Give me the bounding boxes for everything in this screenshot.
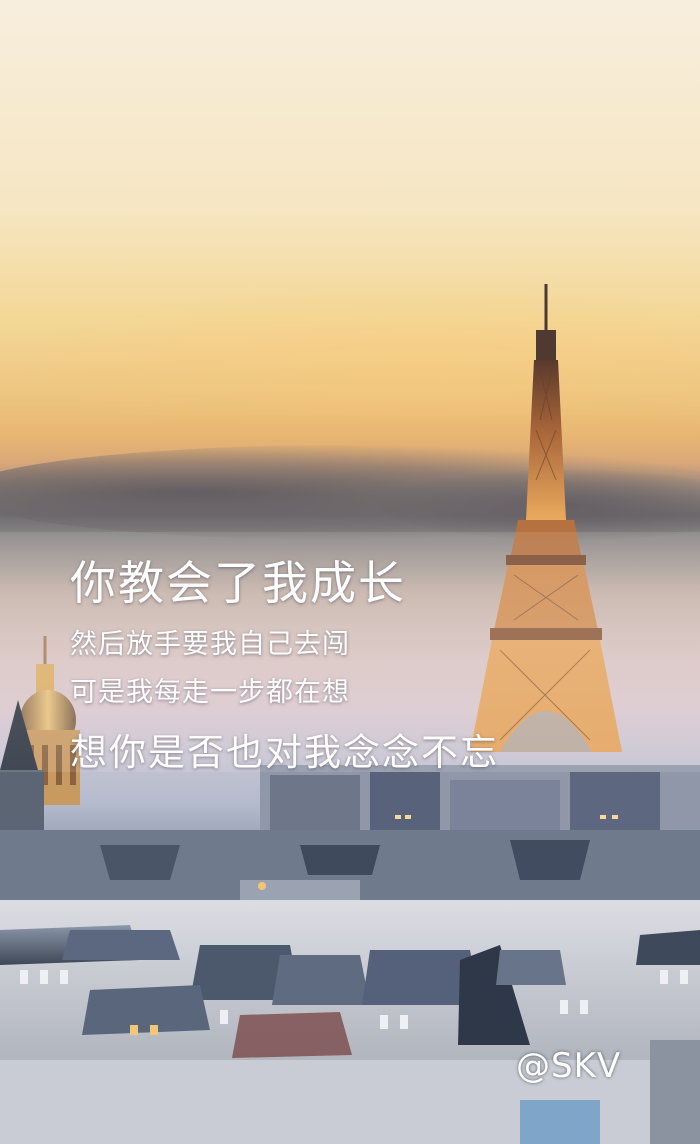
eiffel-tower — [470, 284, 622, 752]
sunset-glow — [0, 280, 700, 420]
church-spire — [0, 700, 44, 840]
poem-line-4: 想你是否也对我念念不忘 — [70, 731, 499, 774]
poem-line-1: 你教会了我成长 — [70, 556, 406, 610]
poem-line-2: 然后放手要我自己去闯 — [70, 629, 350, 660]
author-watermark: @SKV — [516, 1046, 622, 1086]
text-overlay-band — [0, 532, 700, 772]
poem-line-3: 可是我每走一步都在想 — [70, 677, 350, 708]
rooftops-mid — [0, 830, 700, 910]
rooftops-foreground — [0, 900, 700, 1144]
